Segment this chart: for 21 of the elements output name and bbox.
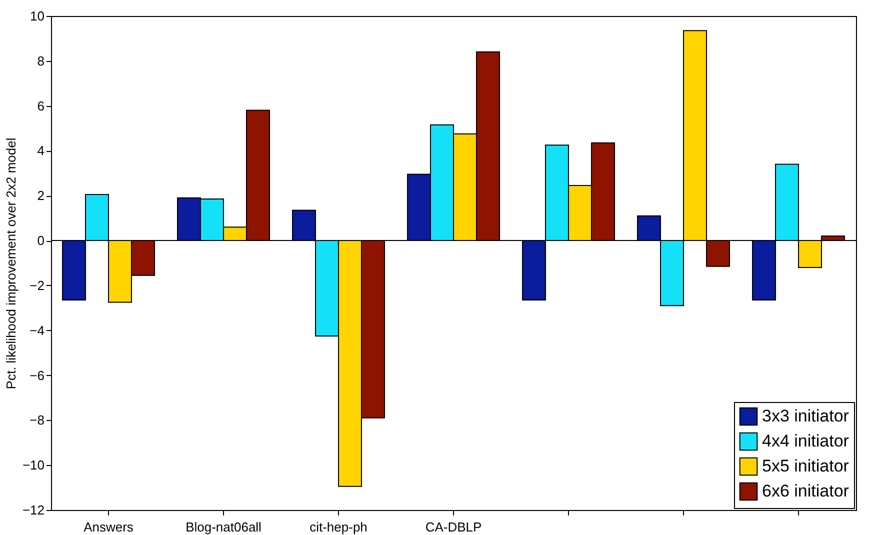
x-tick-label: CA-DBLP — [425, 520, 482, 534]
legend-label: 4x4 initiator — [762, 432, 850, 450]
y-tick-label: 10 — [30, 8, 44, 24]
y-tick-label: 2 — [37, 188, 44, 204]
legend-label: 6x6 initiator — [762, 482, 850, 500]
legend-label: 3x3 initiator — [762, 406, 850, 426]
y-axis-title: Pct. likelihood improvement over 2x2 model — [3, 138, 18, 390]
y-tick-label: 0 — [37, 233, 44, 248]
y-tick-label: −12 — [22, 502, 44, 518]
y-tick-label: 6 — [37, 98, 44, 114]
y-tick-label: −8 — [30, 412, 44, 428]
y-tick-label: 8 — [37, 53, 44, 68]
y-tick-label: −10 — [22, 458, 44, 473]
x-tick-label: Answers — [84, 520, 134, 534]
y-tick-label: −2 — [30, 278, 44, 293]
y-tick-label: −4 — [30, 322, 44, 338]
x-tick-label: cit-hep-ph — [310, 520, 368, 534]
y-tick-label: 4 — [37, 143, 44, 158]
y-tick-label: −6 — [30, 368, 44, 383]
legend-label: 5x5 initiator — [762, 456, 850, 476]
x-tick-label: Blog-nat06all — [186, 520, 262, 534]
